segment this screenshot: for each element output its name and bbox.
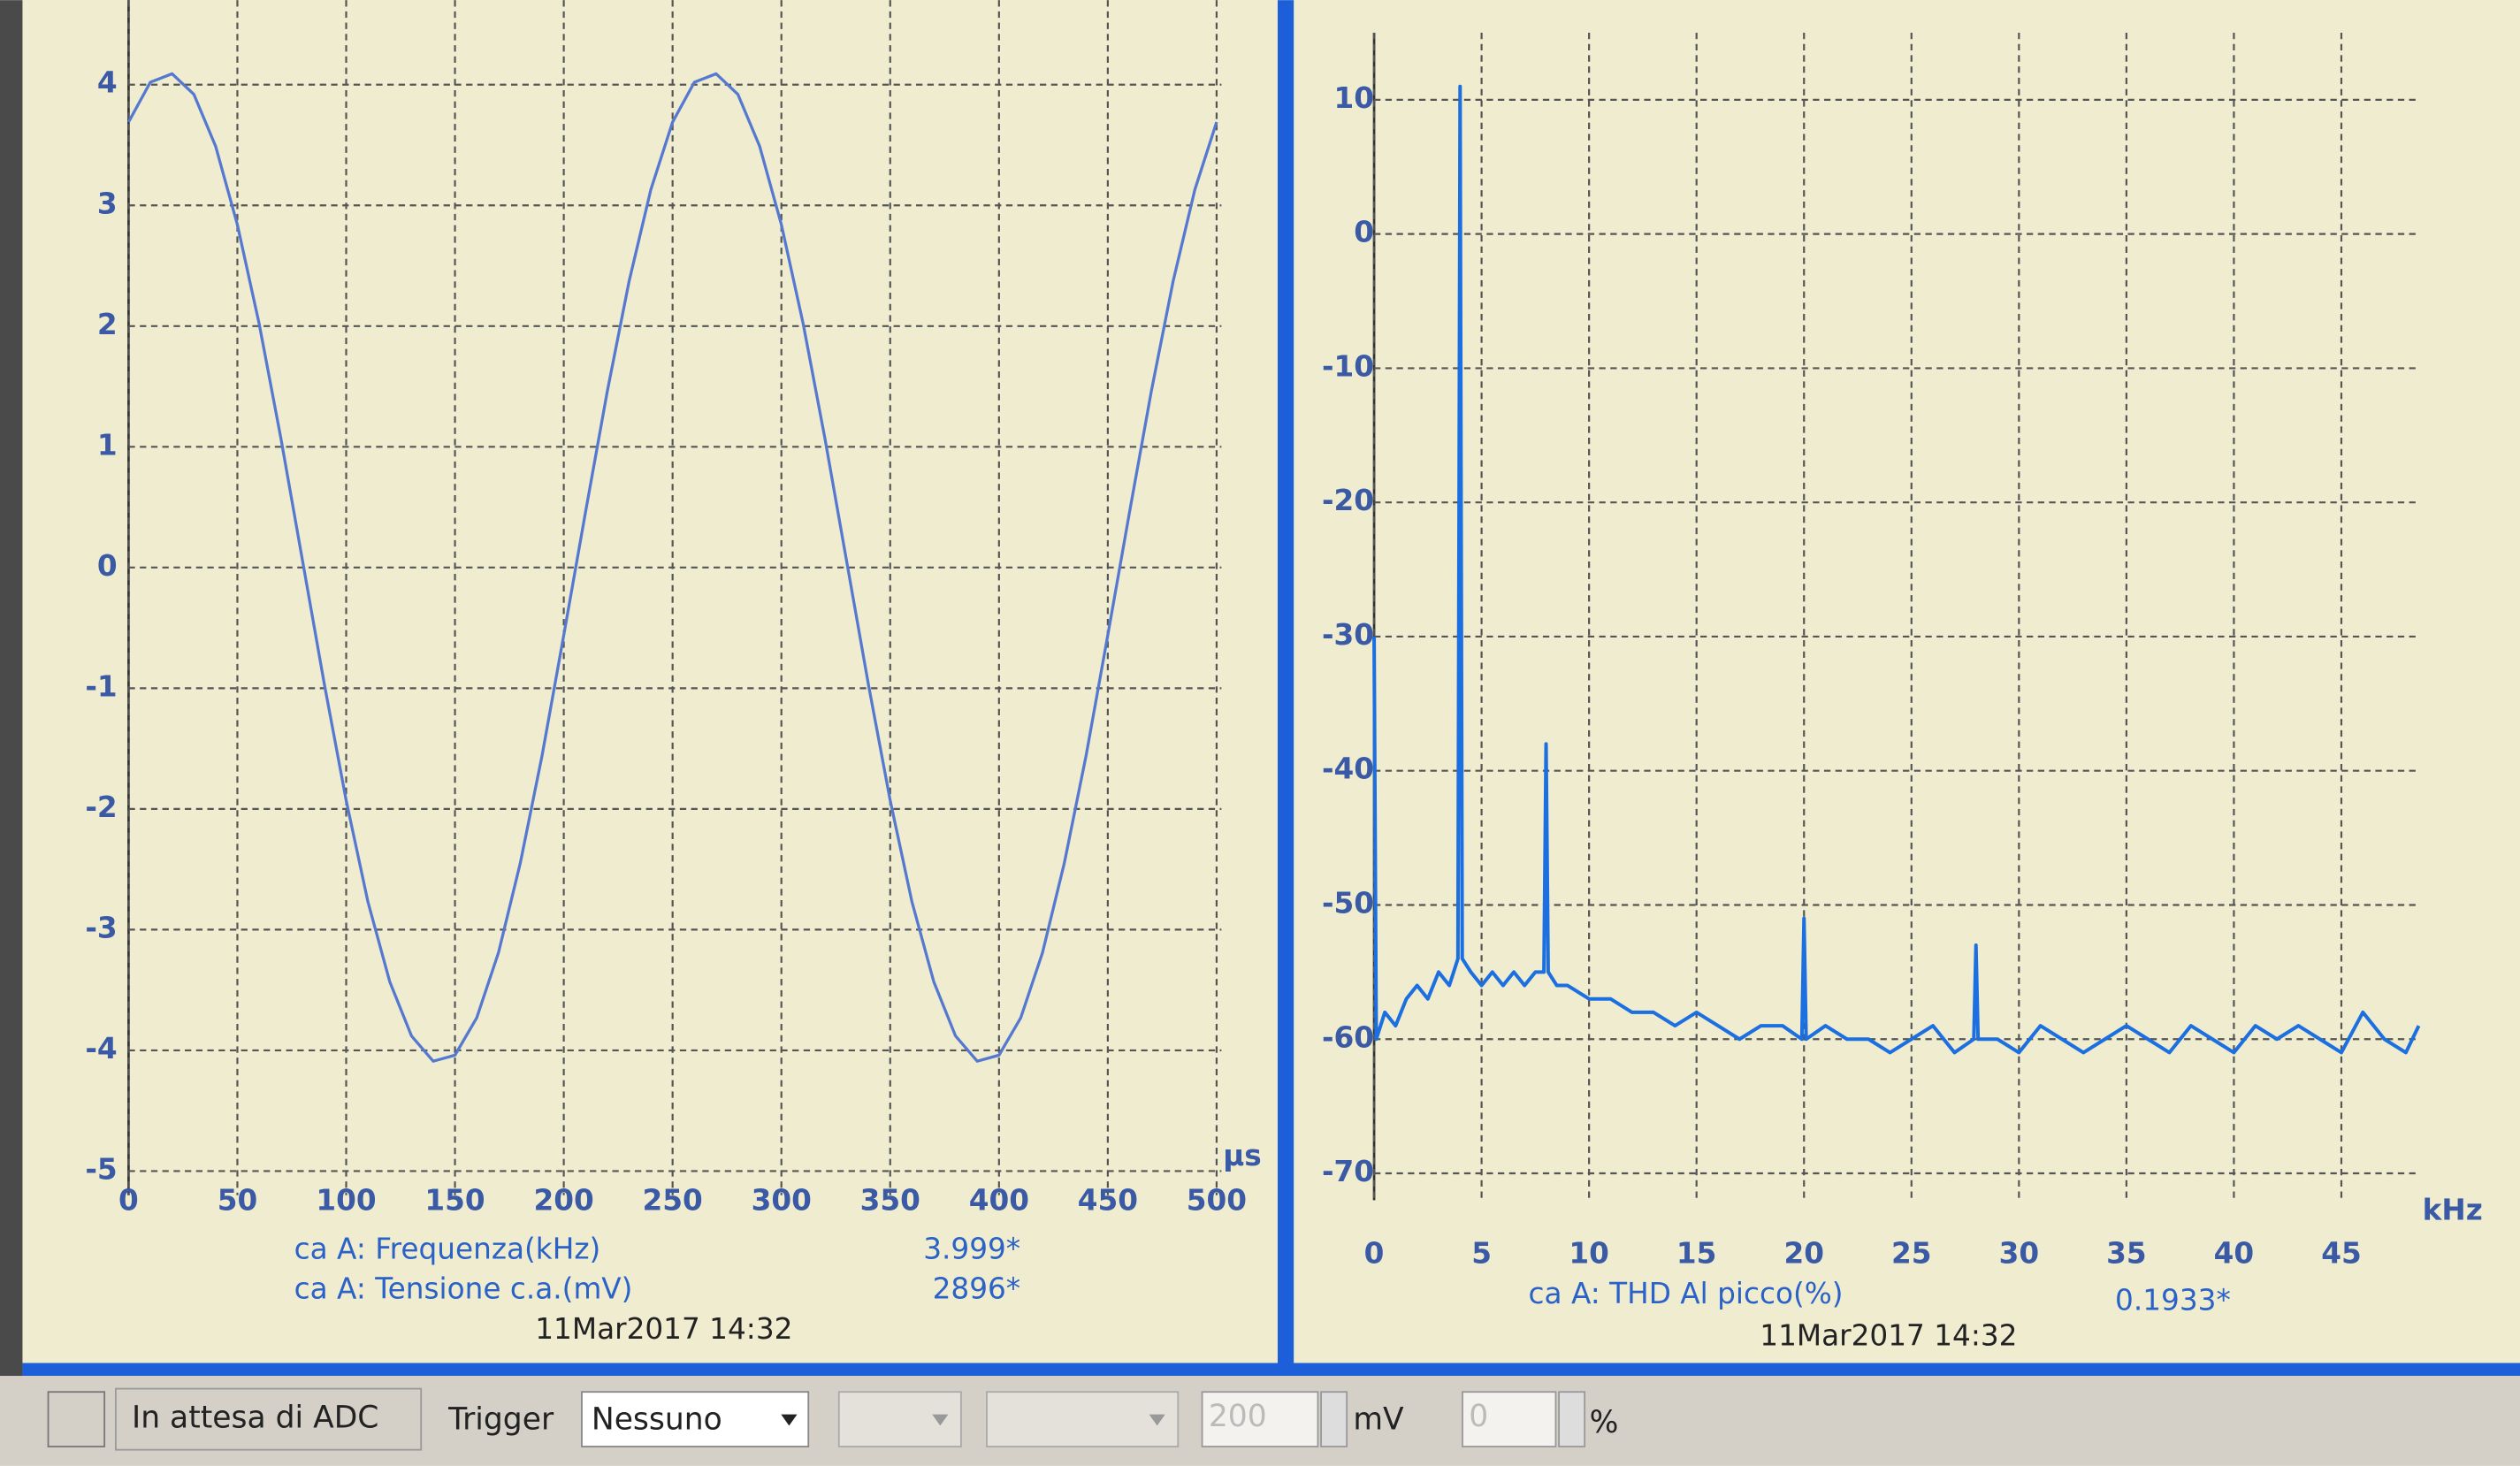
x-tick-label: 100 <box>316 1184 376 1218</box>
y-tick-label: -10 <box>1322 349 1374 383</box>
y-tick-label: 10 <box>1334 81 1375 115</box>
y-tick-label: -70 <box>1322 1155 1374 1188</box>
y-tick-label: -60 <box>1322 1020 1374 1054</box>
measurement-label: ca A: Frequenza(kHz) <box>294 1232 601 1265</box>
data-line <box>1372 84 2421 1055</box>
spinner[interactable] <box>1558 1391 1586 1447</box>
y-tick-label: -4 <box>85 1032 117 1065</box>
trigger-label: Trigger <box>447 1401 554 1437</box>
x-tick-label: 25 <box>1891 1237 1932 1271</box>
y-tick-label: 2 <box>97 308 118 341</box>
x-tick-label: 450 <box>1078 1184 1138 1218</box>
dropdown-arrow <box>932 1414 949 1426</box>
x-axis-unit: µs <box>1223 1139 1262 1172</box>
x-tick-label: 40 <box>2214 1237 2255 1271</box>
measurement-label: ca A: Tensione c.a.(mV) <box>294 1272 633 1306</box>
x-tick-label: 300 <box>752 1184 812 1218</box>
x-tick-label: 50 <box>218 1184 258 1218</box>
x-tick-label: 5 <box>1471 1237 1492 1271</box>
panel-divider <box>1277 0 1294 1375</box>
x-tick-label: 20 <box>1783 1237 1824 1271</box>
left-edge <box>0 0 23 1383</box>
y-tick-label: -20 <box>1322 484 1374 517</box>
trigger-mode: Nessuno <box>592 1401 722 1437</box>
measurement-value: 2896* <box>933 1272 1021 1306</box>
y-tick-label: 0 <box>97 549 118 583</box>
x-tick-label: 350 <box>860 1184 920 1218</box>
x-tick-label: 0 <box>118 1184 139 1218</box>
y-tick-label: -2 <box>85 790 117 824</box>
x-tick-label: 15 <box>1676 1237 1717 1271</box>
x-tick-label: 500 <box>1187 1184 1247 1218</box>
y-tick-label: -1 <box>85 669 117 703</box>
y-tick-label: 1 <box>97 428 118 462</box>
x-tick-label: 30 <box>1999 1237 2040 1271</box>
y-tick-label: -50 <box>1322 886 1374 920</box>
dropdown-disabled[interactable] <box>986 1391 1180 1447</box>
y-tick-label: 4 <box>97 66 118 100</box>
range-unit: mV <box>1353 1401 1404 1437</box>
x-tick-label: 250 <box>643 1184 703 1218</box>
data-line <box>126 72 1218 1063</box>
x-tick-label: 200 <box>533 1184 593 1218</box>
status-box <box>114 1387 423 1451</box>
percent-input[interactable] <box>1462 1391 1557 1447</box>
x-tick-label: 10 <box>1569 1237 1609 1271</box>
trigger-dropdown[interactable] <box>581 1391 810 1447</box>
checkbox[interactable] <box>47 1391 106 1447</box>
x-tick-label: 45 <box>2321 1237 2362 1271</box>
y-tick-label: -40 <box>1322 752 1374 786</box>
x-tick-label: 400 <box>969 1184 1029 1218</box>
x-tick-label: 0 <box>1364 1237 1385 1271</box>
y-tick-label: 3 <box>97 187 118 220</box>
spinner[interactable] <box>1320 1391 1348 1447</box>
range-input[interactable] <box>1201 1391 1319 1447</box>
y-tick-label: 0 <box>1354 216 1374 249</box>
dropdown-arrow <box>781 1414 798 1426</box>
range-value: 200 <box>1209 1399 1267 1434</box>
measurement-label: ca A: THD Al picco(%) <box>1529 1277 1844 1310</box>
panel-bottom-border <box>22 1363 2520 1377</box>
timestamp: 11Mar2017 14:32 <box>535 1312 792 1346</box>
measurement-value: 0.1933* <box>2115 1283 2231 1317</box>
measurement-value: 3.999* <box>923 1232 1020 1265</box>
dropdown-arrow <box>1149 1414 1165 1426</box>
x-axis-unit: kHz <box>2423 1194 2483 1227</box>
y-tick-label: -3 <box>85 911 117 944</box>
timestamp: 11Mar2017 14:32 <box>1760 1318 2017 1352</box>
y-tick-label: -5 <box>85 1152 117 1186</box>
status-text: In attesa di ADC <box>132 1401 378 1436</box>
percent-value: 0 <box>1469 1399 1488 1434</box>
y-tick-label: -30 <box>1322 618 1374 652</box>
x-tick-label: 150 <box>424 1184 485 1218</box>
percent-unit: % <box>1590 1405 1619 1440</box>
x-tick-label: 35 <box>2106 1237 2147 1271</box>
